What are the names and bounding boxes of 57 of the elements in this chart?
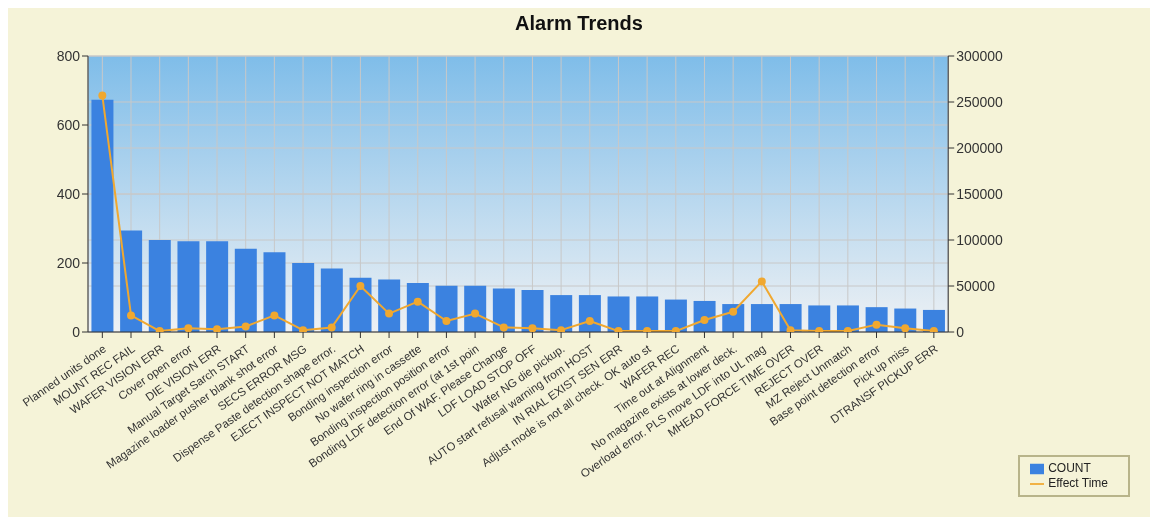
bar	[320, 268, 343, 332]
y2-tick-label: 200000	[956, 139, 1004, 156]
point	[127, 311, 136, 320]
point	[442, 316, 451, 325]
bar	[636, 296, 659, 332]
legend-label: COUNT	[1048, 461, 1091, 476]
bar	[836, 305, 859, 332]
legend-label: Effect Time	[1048, 476, 1108, 491]
y-tick-label: 200	[56, 254, 81, 271]
bar	[492, 288, 515, 332]
point	[241, 322, 250, 331]
y2-tick-label: 50000	[956, 277, 996, 294]
point	[499, 323, 508, 332]
y-tick-label: 800	[56, 47, 81, 64]
point	[901, 324, 910, 332]
bar	[808, 305, 831, 332]
bar	[263, 252, 286, 332]
point	[270, 311, 279, 320]
y2-tick-label: 150000	[956, 185, 1004, 202]
bar	[206, 241, 229, 332]
y2-tick-label: 250000	[956, 93, 1004, 110]
bar	[550, 295, 573, 332]
point	[757, 277, 766, 286]
point	[213, 325, 222, 332]
bar	[349, 277, 372, 332]
bar	[292, 263, 315, 332]
bar	[607, 296, 630, 332]
bar	[177, 241, 200, 332]
chart-title: Alarm Trends	[514, 11, 644, 36]
y2-tick-label: 100000	[956, 231, 1004, 248]
point	[356, 282, 365, 290]
point	[385, 309, 394, 318]
point	[471, 309, 480, 318]
point	[98, 91, 107, 100]
point	[872, 320, 881, 329]
y-tick-label: 400	[56, 185, 81, 202]
point	[585, 316, 594, 325]
bar	[234, 248, 257, 332]
bar	[521, 289, 544, 332]
y-tick-label: 600	[56, 116, 81, 133]
y2-tick-label: 300000	[956, 47, 1004, 64]
point	[184, 324, 193, 332]
point	[528, 324, 537, 332]
bar	[750, 304, 773, 332]
bar	[922, 309, 945, 332]
bar	[148, 239, 171, 332]
bar	[406, 283, 429, 332]
bar	[435, 285, 458, 332]
bar	[91, 99, 114, 332]
y2-tick-label: 0	[956, 323, 965, 340]
bar	[664, 299, 687, 332]
point	[327, 323, 336, 332]
bar	[378, 279, 401, 332]
bar	[464, 285, 487, 332]
point	[413, 297, 422, 306]
point	[729, 307, 738, 316]
y-tick-label: 0	[72, 323, 81, 340]
